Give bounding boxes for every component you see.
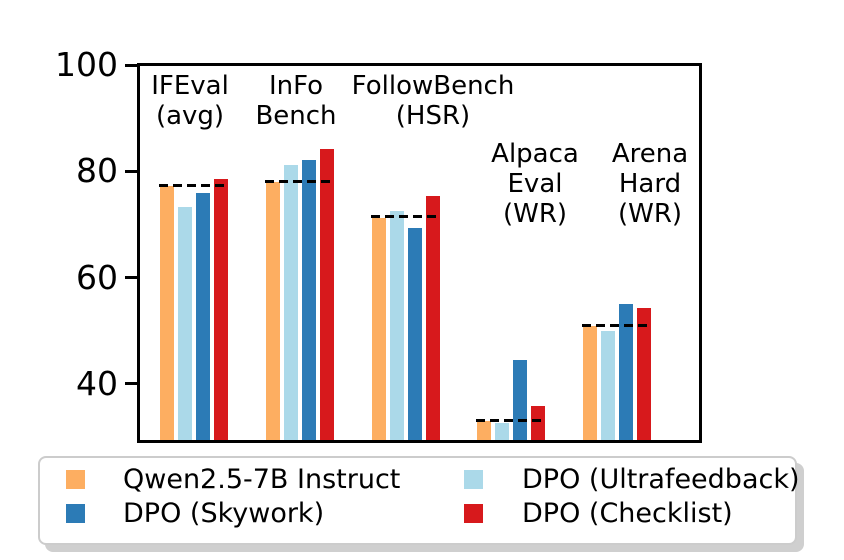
y-axis-tick-40: [125, 382, 137, 386]
baseline-dash-arena-hard-wr: [581, 323, 652, 327]
legend-label-qwen-instruct: Qwen2.5-7B Instruct: [123, 464, 401, 495]
bar-dpo-checklist-alpaca-eval-wr: [531, 406, 546, 440]
bar-dpo-ultrafeedback-arena-hard-wr: [600, 330, 615, 440]
bar-dpo-ultrafeedback-followbench-hsr: [390, 211, 404, 440]
y-axis-tick-100: [125, 63, 137, 67]
y-axis-tick-60: [125, 276, 137, 280]
bar-dpo-checklist-info-bench: [320, 149, 335, 440]
bar-dpo-skywork-arena-hard-wr: [618, 304, 633, 440]
plot-area-frame: [137, 63, 702, 443]
category-label-info-bench: InFo Bench: [255, 71, 337, 131]
legend: Qwen2.5-7B Instruct DPO (Ultrafeedback) …: [38, 456, 800, 545]
bar-dpo-ultrafeedback-ifeval-avg: [177, 206, 192, 440]
baseline-dash-ifeval-avg: [158, 184, 229, 188]
baseline-dash-followbench-hsr: [371, 215, 441, 219]
legend-label-dpo-skywork: DPO (Skywork): [123, 498, 325, 529]
category-label-alpaca-eval-wr: Alpaca Eval (WR): [491, 139, 579, 229]
y-axis-tick-label-80: 80: [76, 151, 118, 191]
category-label-arena-hard-wr: Arena Hard (WR): [611, 139, 689, 229]
category-label-ifeval-avg: IFEval (avg): [151, 71, 229, 131]
bar-dpo-skywork-ifeval-avg: [195, 193, 210, 440]
bar-qwen2-5-7b-instruct-arena-hard-wr: [582, 326, 597, 440]
bar-qwen2-5-7b-instruct-info-bench: [266, 181, 281, 440]
legend-swatch-dpo-ultrafeedback: [464, 470, 483, 489]
bar-dpo-skywork-followbench-hsr: [408, 227, 422, 440]
y-axis-tick-80: [125, 169, 137, 173]
legend-swatch-dpo-checklist: [464, 504, 483, 523]
bar-dpo-skywork-info-bench: [302, 160, 317, 440]
bar-dpo-checklist-ifeval-avg: [213, 178, 228, 440]
y-axis-tick-label-40: 40: [76, 363, 118, 403]
bar-dpo-skywork-alpaca-eval-wr: [513, 359, 528, 440]
y-axis-tick-label-60: 60: [76, 257, 118, 297]
bar-qwen2-5-7b-instruct-followbench-hsr: [372, 218, 386, 440]
legend-swatch-dpo-skywork: [66, 504, 85, 523]
legend-swatch-qwen-instruct: [66, 470, 85, 489]
category-label-followbench-hsr: FollowBench (HSR): [351, 71, 515, 131]
bar-dpo-ultrafeedback-info-bench: [284, 164, 299, 440]
baseline-dash-alpaca-eval-wr: [476, 419, 547, 423]
baseline-dash-info-bench: [265, 180, 336, 184]
bar-dpo-checklist-followbench-hsr: [426, 195, 440, 440]
bar-qwen2-5-7b-instruct-alpaca-eval-wr: [477, 420, 492, 440]
bar-dpo-checklist-arena-hard-wr: [636, 308, 651, 440]
legend-label-dpo-checklist: DPO (Checklist): [522, 498, 733, 529]
legend-label-dpo-ultrafeedback: DPO (Ultrafeedback): [522, 464, 800, 495]
bar-dpo-ultrafeedback-alpaca-eval-wr: [495, 423, 510, 440]
bar-qwen2-5-7b-instruct-ifeval-avg: [159, 186, 174, 440]
y-axis-tick-label-100: 100: [55, 45, 118, 85]
